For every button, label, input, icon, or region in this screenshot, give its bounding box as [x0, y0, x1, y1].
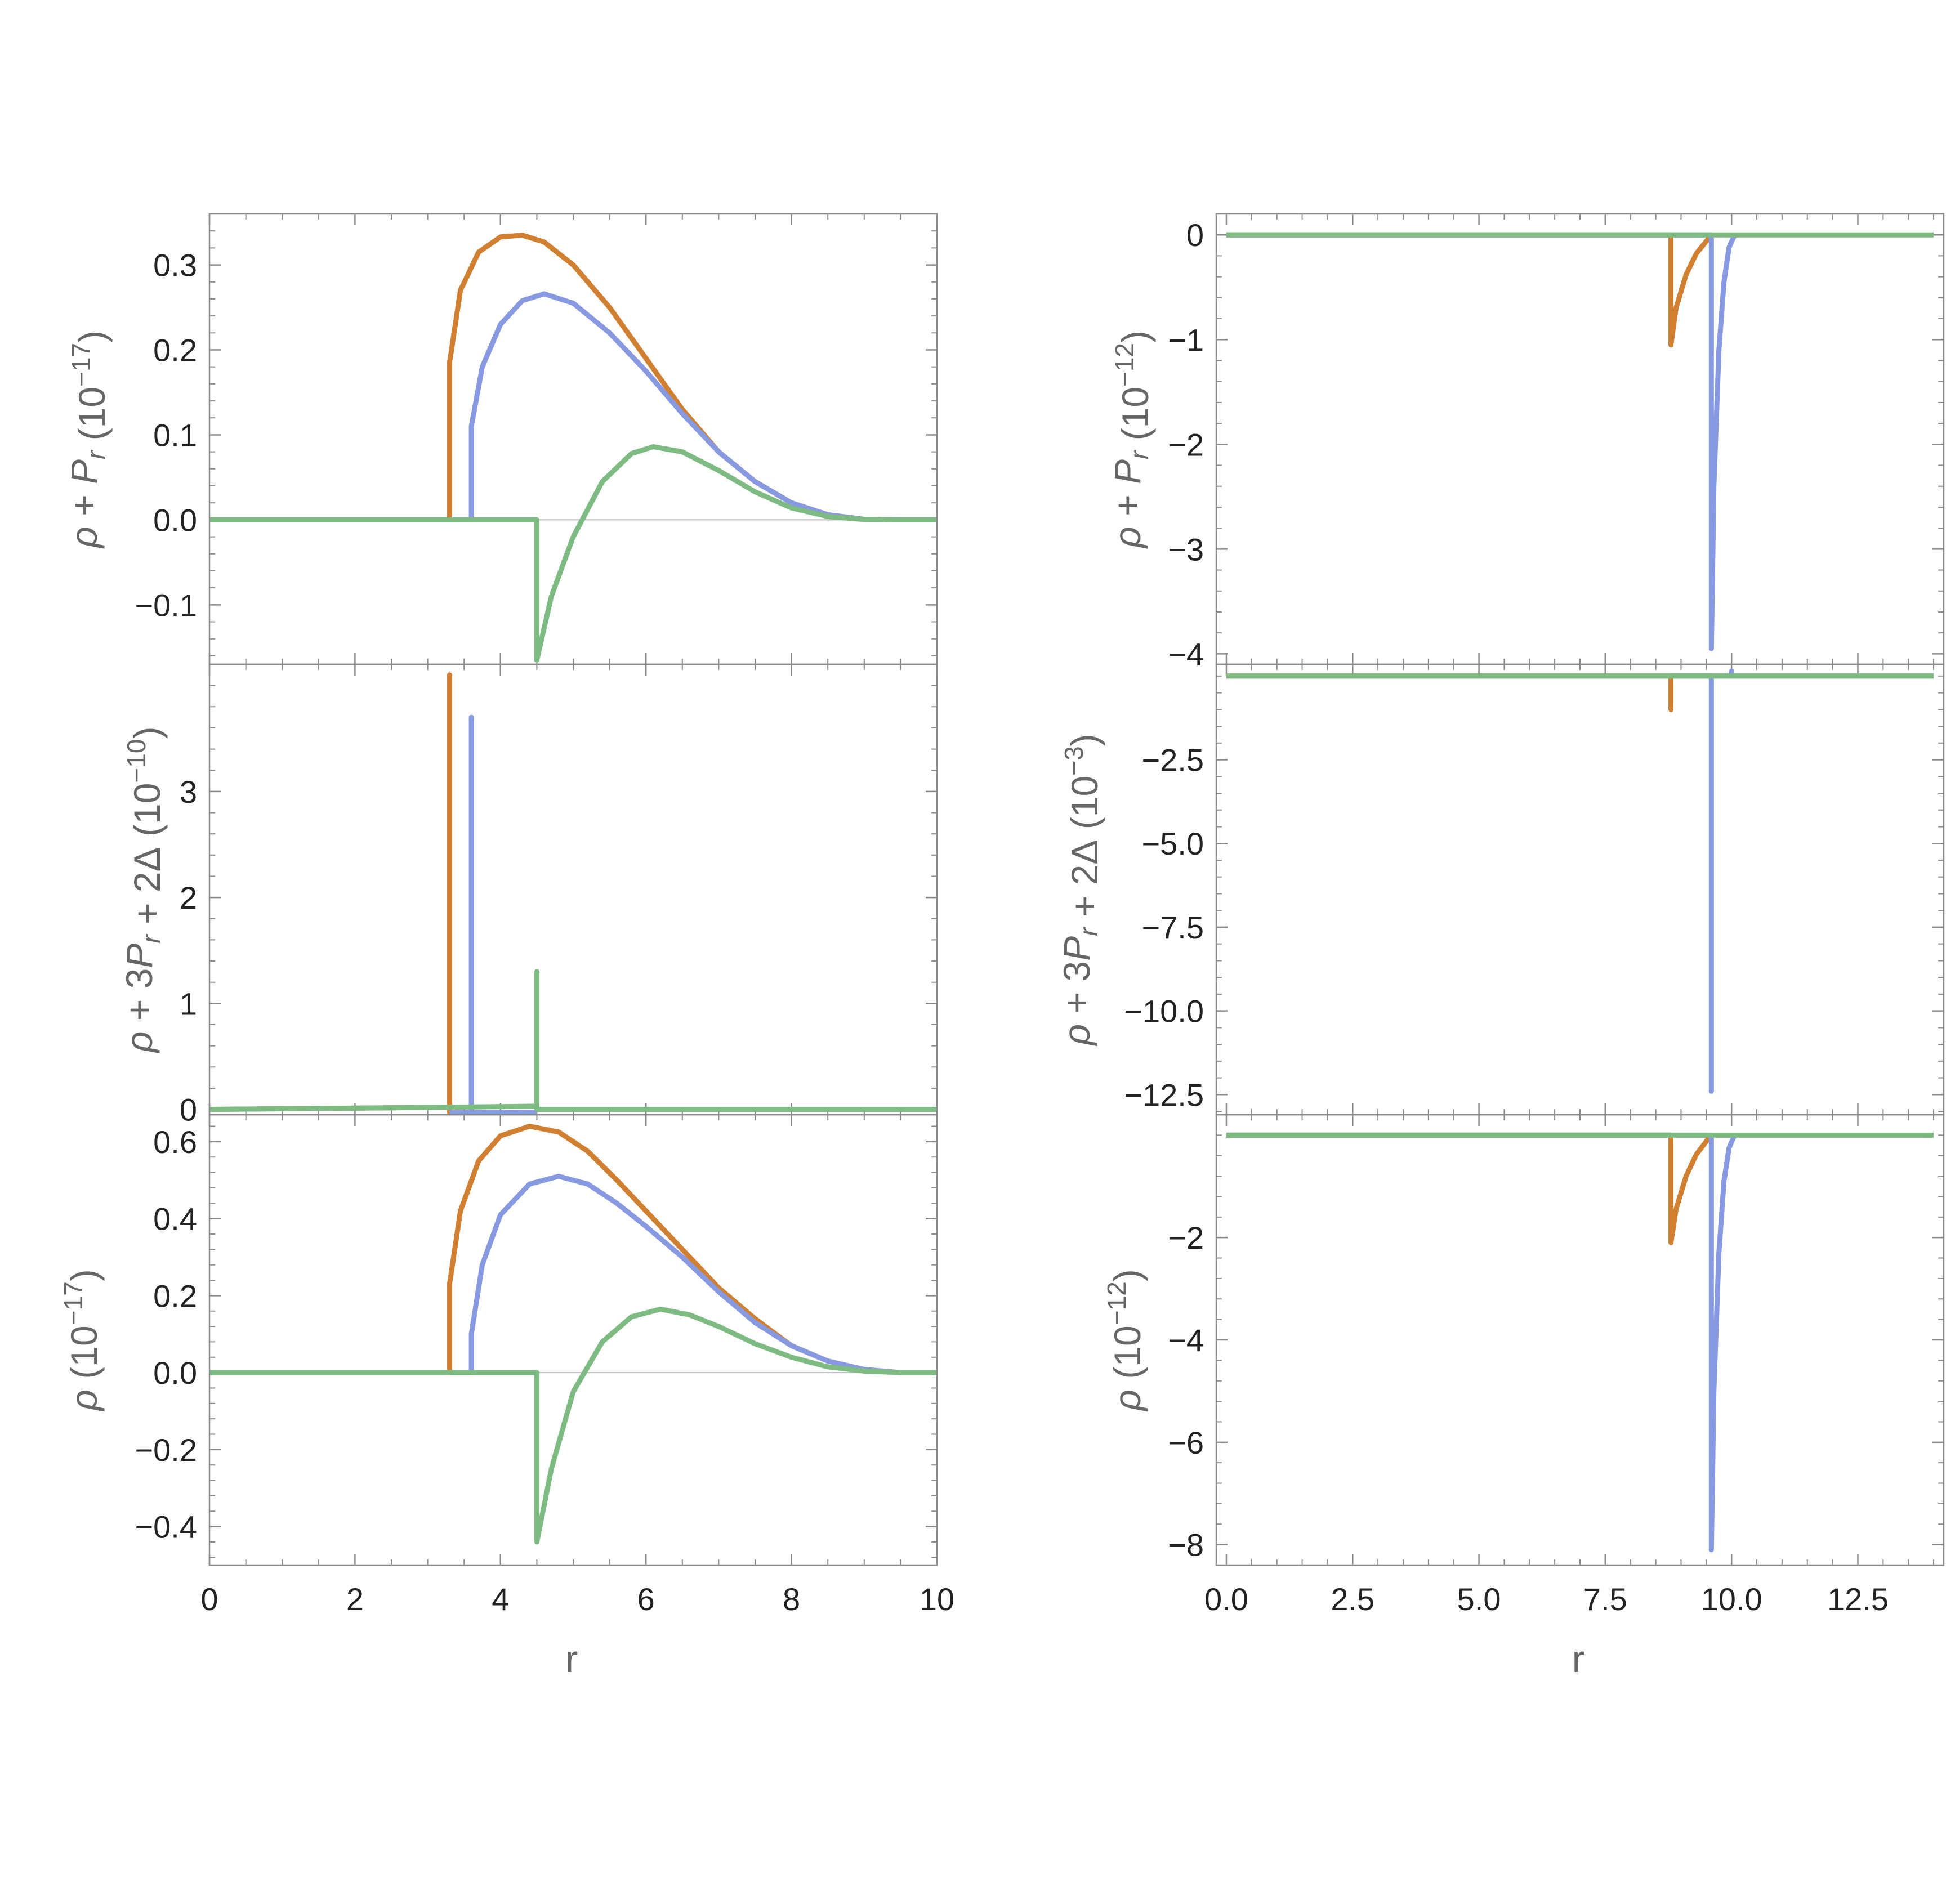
- y-tick-label: −3: [1168, 531, 1204, 567]
- left-x-axis-label: r: [565, 1638, 578, 1680]
- y-tick-label: 0: [180, 1092, 197, 1128]
- y-tick-label: 0.2: [153, 1278, 197, 1313]
- panel-r2: −12.5 −10.0 −7.5 −5.0 −2.5 ρ + 3Pr + 2Δ (10−3…: [1056, 663, 1945, 1116]
- series-line-blue: [1226, 232, 1738, 651]
- y-tick-label: 3: [180, 774, 197, 810]
- y-axis-label: ρ + 3Pr + 2Δ (10−10): [118, 727, 168, 1054]
- y-tick-label: −2: [1168, 1220, 1204, 1255]
- panels: −0.1 0.0 0.1 0.2 0.3 ρ + Pr (10−17) 0 1 2 3 ρ + 3P…: [59, 213, 1945, 1617]
- y-tick-label: −6: [1168, 1425, 1204, 1460]
- series-line-green: [209, 1306, 937, 1545]
- y-tick-label: −5.0: [1141, 826, 1204, 861]
- right-x-axis-label: r: [1572, 1638, 1585, 1680]
- series-line-orange: [1226, 232, 1713, 348]
- x-tick-label: 4: [492, 1581, 509, 1617]
- y-axis-label: ρ + Pr (10−17): [63, 330, 113, 549]
- x-tick-label: 12.5: [1827, 1581, 1889, 1617]
- y-tick-label: 2: [180, 880, 197, 915]
- y-tick-label: 1: [180, 986, 197, 1021]
- series-line-blue: [1226, 1132, 1738, 1553]
- plot-frame: [1215, 1114, 1945, 1566]
- panel-l1: −0.1 0.0 0.1 0.2 0.3 ρ + Pr (10−17): [63, 213, 938, 665]
- y-tick-label: 0.4: [153, 1201, 197, 1237]
- y-axis-label: ρ (10−12): [1102, 1269, 1148, 1412]
- plot-frame: [208, 1114, 938, 1566]
- series-line-blue: [449, 714, 537, 1115]
- y-axis-label: ρ + 3Pr + 2Δ (10−3): [1056, 734, 1105, 1046]
- y-axis-label: ρ (10−17): [59, 1269, 105, 1412]
- x-tick-label: 0.0: [1204, 1581, 1248, 1617]
- y-tick-label: 0.1: [153, 417, 197, 453]
- x-tick-label: 7.5: [1583, 1581, 1627, 1617]
- x-tick-label: 6: [637, 1581, 655, 1617]
- x-tick-label: 8: [783, 1581, 800, 1617]
- series-line-green: [209, 444, 937, 663]
- x-tick-label: 10.0: [1701, 1581, 1762, 1617]
- panel-l2: 0 1 2 3 ρ + 3Pr + 2Δ (10−10): [118, 663, 938, 1128]
- y-tick-label: 0.0: [153, 502, 197, 538]
- x-tick-label: 2: [346, 1581, 364, 1617]
- y-tick-label: 0.6: [153, 1124, 197, 1160]
- y-tick-label: 0.3: [153, 248, 197, 283]
- y-axis-label: ρ + Pr (10−12): [1106, 330, 1156, 549]
- panel-r3: −8 −6 −4 −2 0.0 2.5 5.0 7.5 10.0 12.5 ρ (10−12): [1102, 1114, 1945, 1617]
- y-tick-label: −12.5: [1124, 1077, 1204, 1112]
- y-tick-label: −0.4: [135, 1509, 197, 1545]
- panel-l3: −0.4 −0.2 0.0 0.2 0.4 0.6 0 2 4 6 8 10 ρ (10−17): [59, 1114, 954, 1617]
- y-tick-label: −1: [1168, 322, 1204, 357]
- x-tick-label: 5.0: [1457, 1581, 1501, 1617]
- x-tick-label: 2.5: [1331, 1581, 1374, 1617]
- y-tick-label: −4: [1168, 636, 1204, 672]
- y-tick-label: −0.2: [135, 1432, 197, 1468]
- y-tick-label: −0.1: [135, 587, 197, 623]
- y-tick-label: −8: [1168, 1527, 1204, 1563]
- y-tick-label: −4: [1168, 1322, 1204, 1358]
- y-tick-label: −7.5: [1141, 910, 1204, 945]
- series-line-blue: [209, 1173, 937, 1375]
- x-tick-label: 0: [200, 1581, 218, 1617]
- x-tick-label: 10: [920, 1581, 954, 1617]
- series-line-orange: [1226, 1132, 1713, 1245]
- y-tick-label: −2: [1168, 427, 1204, 462]
- y-tick-label: 0.2: [153, 333, 197, 368]
- panel-r1: −4 −3 −2 −1 0 ρ + Pr (10−12): [1106, 213, 1945, 672]
- y-tick-label: −10.0: [1124, 994, 1204, 1029]
- y-tick-label: 0.0: [153, 1355, 197, 1391]
- series-line-green: [209, 969, 937, 1112]
- y-tick-label: 0: [1186, 217, 1204, 253]
- y-tick-label: −2.5: [1141, 743, 1204, 778]
